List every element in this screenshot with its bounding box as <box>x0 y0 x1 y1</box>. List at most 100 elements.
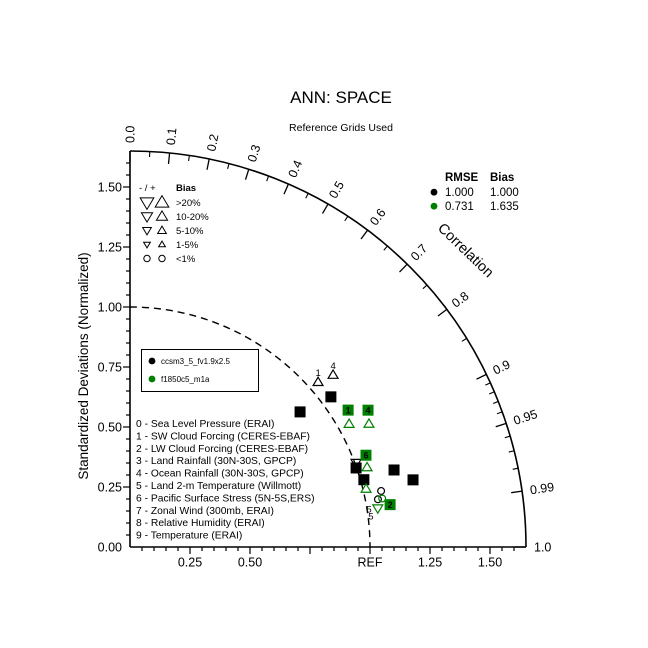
x-tick-label: 1.50 <box>478 556 502 570</box>
variable-list: 0 - Sea Level Pressure (ERAI)1 - SW Clou… <box>136 419 315 542</box>
marker-green-tri-down <box>371 504 384 515</box>
marker-black-tri-up <box>312 376 325 387</box>
bias-legend-row-label: <1% <box>176 254 196 265</box>
bias-positive-circle-icon <box>158 254 166 263</box>
correlation-minor-tick <box>305 193 309 199</box>
legend-model-dot <box>430 188 438 196</box>
page-title: ANN: SPACE <box>290 88 392 107</box>
correlation-minor-tick <box>492 400 499 404</box>
correlation-tick-label: 1.0 <box>534 540 551 554</box>
y-tick-label: 0.50 <box>98 420 122 434</box>
reference-std-arc <box>129 306 371 548</box>
variable-list-item: 9 - Temperature (ERAI) <box>136 531 242 542</box>
variable-list-item: 4 - Ocean Rainfall (30N-30S, GPCP) <box>136 469 304 480</box>
correlation-tick-label: 0.2 <box>204 133 221 153</box>
bias-legend-row-label: >20% <box>176 198 201 209</box>
correlation-minor-tick <box>422 284 428 290</box>
y-tick-label: 0.25 <box>98 480 122 494</box>
y-tick-label: 0.75 <box>98 360 122 374</box>
marker-green-1-label: 1 <box>346 406 351 416</box>
axes-group: 0.25 0.50 REF 1.25 1.500.000.250.500.751.001… <box>98 151 526 570</box>
variable-list-item: 2 - LW Cloud Forcing (CERES-EBAF) <box>136 444 308 455</box>
marker-black-4: 4 <box>330 361 335 372</box>
correlation-major-tick <box>399 263 408 273</box>
marker-green-2-label: 2 <box>388 500 393 510</box>
variable-list-item: 6 - Pacific Surface Stress (5N-5S,ERS) <box>136 493 315 504</box>
marker-black-9 <box>407 474 419 486</box>
marker-black-0 <box>388 464 400 476</box>
bias-negative-triangle-icon <box>141 227 153 236</box>
correlation-tick-label: 0.95 <box>512 407 540 428</box>
correlation-tick-label: 0.99 <box>529 480 555 497</box>
marker-black-8 <box>350 462 362 474</box>
marker-black-8-label: 8 <box>354 463 359 473</box>
rmse-bias-legend: RMSE Bias 1.000 1.000 0.731 1.635 <box>430 172 519 213</box>
correlation-minor-tick <box>496 411 503 415</box>
marker-black-9-label: 9 <box>411 475 416 485</box>
variable-list-item: 0 - Sea Level Pressure (ERAI) <box>136 419 275 430</box>
bias-positive-triangle-icon <box>154 194 170 208</box>
marker-green-2 <box>384 499 396 511</box>
bias-positive-triangle-icon <box>155 209 169 221</box>
bias-positive-triangle-icon <box>156 225 168 234</box>
variable-list-item: 5 - Land 2-m Temperature (Willmott) <box>136 481 301 492</box>
x-tick-label: REF <box>358 556 383 570</box>
correlation-major-tick <box>321 203 329 214</box>
bias-legend-row-label: 1-5% <box>176 240 199 251</box>
x-tick-label: 0.50 <box>238 556 262 570</box>
marker-black-circle <box>373 495 382 504</box>
marker-black-2 <box>325 391 337 403</box>
bias-legend-symbols-header: - / + <box>139 183 156 194</box>
reference-arc-group <box>129 306 371 548</box>
rmse-value: 0.731 <box>445 201 474 213</box>
bias-negative-triangle-icon <box>142 241 152 249</box>
correlation-tick-label: 0.4 <box>286 158 306 180</box>
marker-black-2-label: 2 <box>328 392 333 402</box>
bias-value: 1.635 <box>490 201 519 213</box>
marker-black-tri-up <box>327 368 340 379</box>
correlation-major-tick <box>437 308 448 317</box>
page-subtitle: Reference Grids Used <box>289 122 393 134</box>
correlation-major-tick <box>206 158 210 170</box>
legend-model-dot <box>430 202 438 210</box>
bias-header: Bias <box>490 172 514 184</box>
variable-list-item: 7 - Zonal Wind (300mb, ERAI) <box>136 506 274 517</box>
correlation-minor-tick <box>266 175 270 182</box>
correlation-major-tick <box>476 373 487 380</box>
bias-legend-row-label: 10-20% <box>176 212 209 223</box>
x-tick-label: 0.25 <box>178 556 202 570</box>
variable-list-item: 1 - SW Cloud Forcing (CERES-EBAF) <box>136 431 310 442</box>
marker-green-4-label: 4 <box>366 406 371 416</box>
correlation-major-tick <box>511 490 523 494</box>
bias-legend-row-label: 5-10% <box>176 226 204 237</box>
correlation-minor-tick <box>188 155 190 162</box>
model-legend-dot <box>148 375 156 383</box>
model-legend: ccsm3_5_fv1.9x2.5 f1850c5_m1a <box>141 349 259 392</box>
correlation-tick-label: 0.8 <box>449 289 471 311</box>
bias-value: 1.000 <box>490 187 519 199</box>
marker-green-tri-up <box>362 417 375 428</box>
correlation-major-tick <box>495 422 507 428</box>
bias-negative-circle-icon <box>143 254 151 263</box>
marker-black-5: 5 <box>366 505 371 516</box>
marker-black-7 <box>358 474 370 486</box>
marker-black-3 <box>294 406 306 418</box>
correlation-tick-label: 0.9 <box>491 357 513 377</box>
correlation-axis-label: Correlation <box>434 220 496 281</box>
y-tick-label: 1.25 <box>98 240 122 254</box>
bias-symbol-legend: - / + Bias >20% 10-20% 5-10% 1-5% <1% <box>139 183 209 265</box>
variable-list-item: 3 - Land Rainfall (30N-30S, GPCP) <box>136 456 296 467</box>
rmse-value: 1.000 <box>445 187 474 199</box>
marker-green-tri-up <box>360 482 373 493</box>
correlation-minor-tick <box>461 337 467 342</box>
variable-list-item: 8 - Relative Humidity (ERAI) <box>136 518 265 529</box>
correlation-tick-label: 0.3 <box>245 143 264 164</box>
y-tick-label: 0.00 <box>98 540 122 554</box>
model-legend-label: ccsm3_5_fv1.9x2.5 <box>161 357 230 366</box>
correlation-major-tick <box>360 229 369 240</box>
marker-green-1 <box>342 404 354 416</box>
marker-green-4 <box>362 404 374 416</box>
marker-green-tri-up <box>343 417 356 428</box>
correlation-minor-tick <box>383 245 388 251</box>
